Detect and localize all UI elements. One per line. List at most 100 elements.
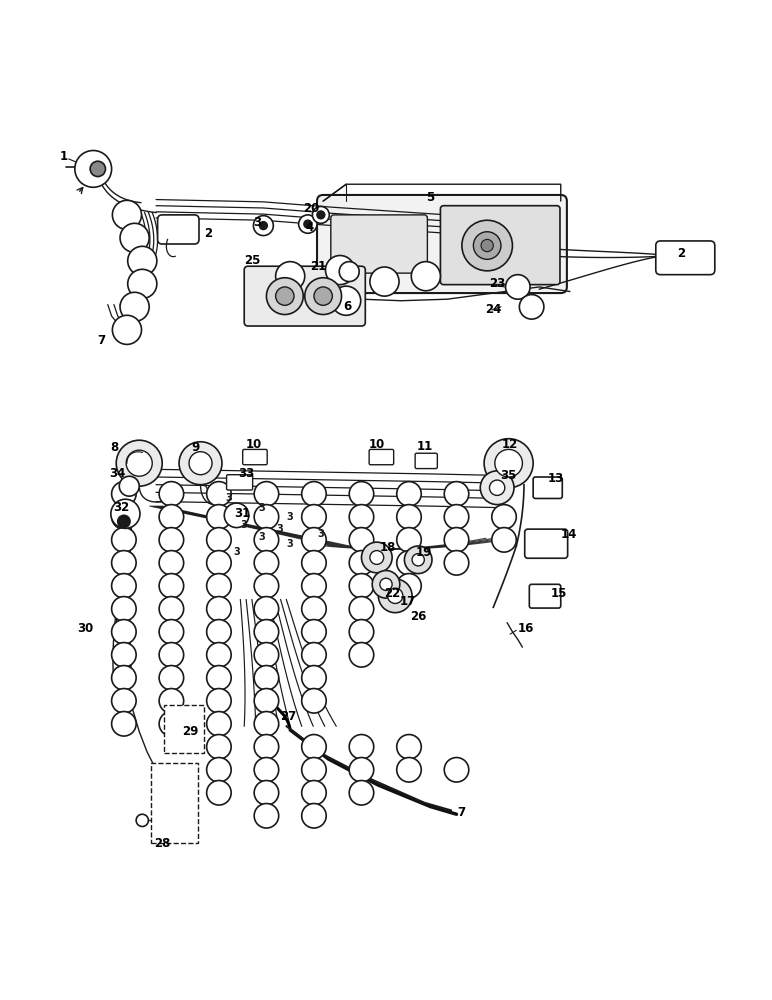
Text: 5: 5 [426,191,435,204]
Circle shape [405,546,432,574]
FancyBboxPatch shape [415,453,438,469]
Circle shape [113,200,141,229]
Circle shape [189,452,212,475]
Text: 13: 13 [548,472,564,485]
FancyBboxPatch shape [226,475,252,490]
Circle shape [118,515,130,528]
Circle shape [370,551,384,564]
Circle shape [397,758,422,782]
Circle shape [299,215,317,233]
Text: 8: 8 [110,441,118,454]
Circle shape [159,574,184,598]
Text: 21: 21 [310,260,327,273]
Circle shape [302,804,327,828]
Circle shape [159,620,184,644]
Circle shape [254,643,279,667]
Circle shape [207,551,231,575]
Circle shape [207,597,231,621]
Text: 3: 3 [225,493,232,503]
Text: 29: 29 [182,725,198,738]
FancyBboxPatch shape [164,705,204,753]
Circle shape [126,450,152,476]
Circle shape [254,666,279,690]
Circle shape [520,295,544,319]
Circle shape [112,643,136,667]
Text: 3: 3 [259,532,266,542]
Circle shape [349,505,374,529]
Text: 2: 2 [677,247,685,260]
Circle shape [313,206,330,223]
Text: 25: 25 [244,254,260,267]
Circle shape [112,712,136,736]
Circle shape [326,256,354,285]
Circle shape [305,278,341,315]
Text: 3: 3 [287,539,293,549]
Circle shape [302,574,327,598]
Circle shape [117,440,162,486]
Circle shape [136,814,148,827]
Circle shape [411,262,440,291]
FancyBboxPatch shape [317,195,567,293]
Circle shape [304,220,312,228]
FancyBboxPatch shape [525,529,567,558]
Circle shape [481,239,493,252]
Circle shape [254,712,279,736]
Circle shape [266,278,303,315]
Circle shape [113,315,141,344]
Text: 24: 24 [485,303,502,316]
Circle shape [370,267,399,296]
Text: 10: 10 [246,438,262,451]
Text: 18: 18 [379,541,396,554]
Circle shape [159,712,184,736]
Text: 1: 1 [60,150,68,163]
Text: 12: 12 [502,438,518,451]
Text: 20: 20 [303,202,319,215]
Circle shape [207,781,231,805]
FancyBboxPatch shape [530,584,560,608]
Text: 16: 16 [517,622,533,635]
Circle shape [159,528,184,552]
Circle shape [112,666,136,690]
Circle shape [480,471,514,505]
Text: 10: 10 [369,438,385,451]
Circle shape [111,499,140,528]
Circle shape [207,643,231,667]
FancyBboxPatch shape [151,763,198,843]
Circle shape [207,620,231,644]
Circle shape [254,505,279,529]
Circle shape [207,689,231,713]
Circle shape [302,505,327,529]
Text: 7: 7 [96,334,105,347]
Circle shape [112,574,136,598]
Circle shape [253,216,273,236]
Circle shape [254,528,279,552]
Text: 28: 28 [154,837,171,850]
Circle shape [372,571,400,598]
Circle shape [397,735,422,759]
Circle shape [349,781,374,805]
Circle shape [207,574,231,598]
Circle shape [159,505,184,529]
Circle shape [314,287,333,305]
Text: 3: 3 [287,512,293,522]
Circle shape [112,597,136,621]
Circle shape [489,480,505,495]
Text: 3: 3 [253,216,261,229]
Circle shape [159,482,184,506]
Circle shape [112,689,136,713]
Circle shape [112,528,136,552]
Circle shape [120,292,149,321]
Circle shape [302,781,327,805]
FancyBboxPatch shape [244,266,365,326]
Circle shape [127,246,157,275]
Circle shape [349,574,374,598]
FancyBboxPatch shape [440,206,560,285]
Circle shape [444,758,469,782]
Text: 11: 11 [416,440,432,453]
Circle shape [332,286,361,315]
Circle shape [254,758,279,782]
Circle shape [207,758,231,782]
Text: 7: 7 [457,806,466,819]
Circle shape [397,528,422,552]
Circle shape [254,781,279,805]
